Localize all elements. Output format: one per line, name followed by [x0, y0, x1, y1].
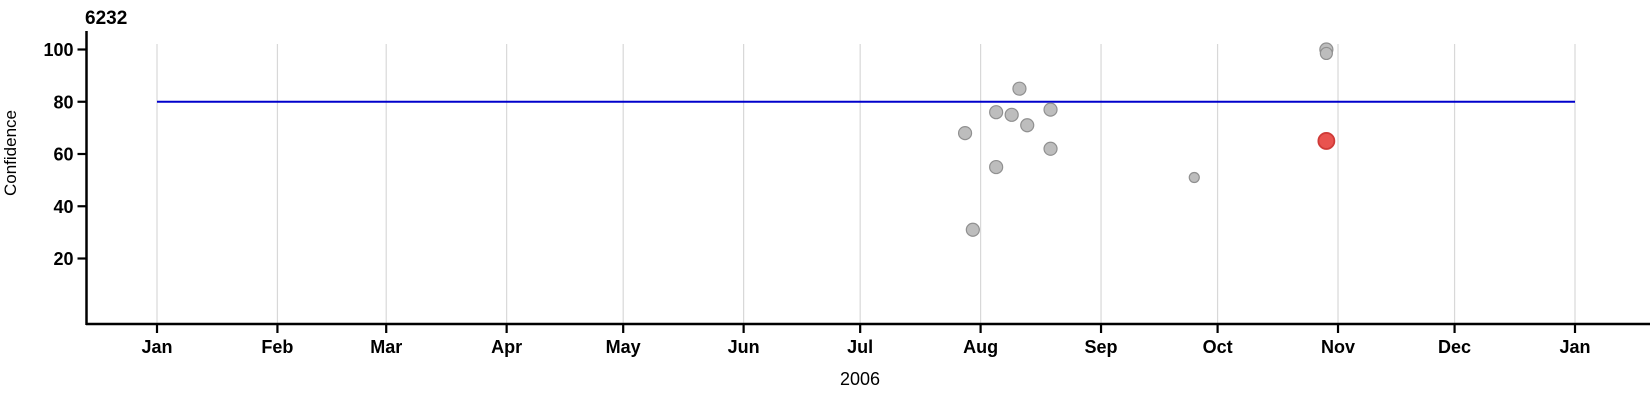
axes-layer: 20 40 60 80 100 Jan Feb Mar Apr May Jun Jul Aug Sep Oc…	[43, 31, 1650, 357]
x-tick-label: Jan	[1559, 337, 1590, 357]
y-tick-label: 80	[53, 92, 73, 112]
x-tick-label: May	[606, 337, 641, 357]
chart-title: 6232	[85, 8, 127, 29]
y-tick-label: 100	[43, 40, 73, 60]
data-point[interactable]	[989, 159, 1004, 175]
data-point[interactable]	[1043, 102, 1058, 117]
x-tick-label: Jan	[141, 337, 172, 357]
x-tick-label: Aug	[963, 337, 998, 357]
x-tick-label: Jun	[728, 337, 760, 357]
y-tick-label: 40	[53, 197, 73, 217]
y-tick-label: 60	[53, 145, 73, 165]
x-tick-label: Feb	[261, 337, 293, 357]
x-axis-title: 2006	[840, 369, 880, 389]
data-point[interactable]	[957, 126, 973, 141]
x-tick-label: Apr	[491, 337, 522, 357]
data-point[interactable]	[1020, 118, 1035, 133]
x-tick-label: Nov	[1321, 337, 1355, 357]
labels-layer: 6232 Confidence 2006	[1, 8, 880, 389]
gridline-layer	[156, 44, 1576, 324]
highlighted-data-point[interactable]	[1317, 132, 1336, 150]
x-tick-label: Jul	[847, 337, 873, 357]
data-point[interactable]	[1012, 81, 1027, 96]
data-point[interactable]	[1043, 141, 1058, 156]
x-tick-label: Mar	[370, 337, 402, 357]
data-point[interactable]	[989, 105, 1004, 120]
x-tick-label: Dec	[1438, 337, 1471, 357]
y-axis-title: Confidence	[1, 110, 20, 196]
x-tick-label: Sep	[1085, 337, 1118, 357]
data-point[interactable]	[1319, 46, 1333, 61]
y-tick-label: 20	[53, 249, 73, 269]
data-points-layer	[957, 42, 1336, 237]
x-tick-label: Oct	[1203, 337, 1233, 357]
data-point[interactable]	[1188, 171, 1200, 184]
data-point[interactable]	[1004, 107, 1019, 122]
data-point[interactable]	[965, 222, 980, 237]
